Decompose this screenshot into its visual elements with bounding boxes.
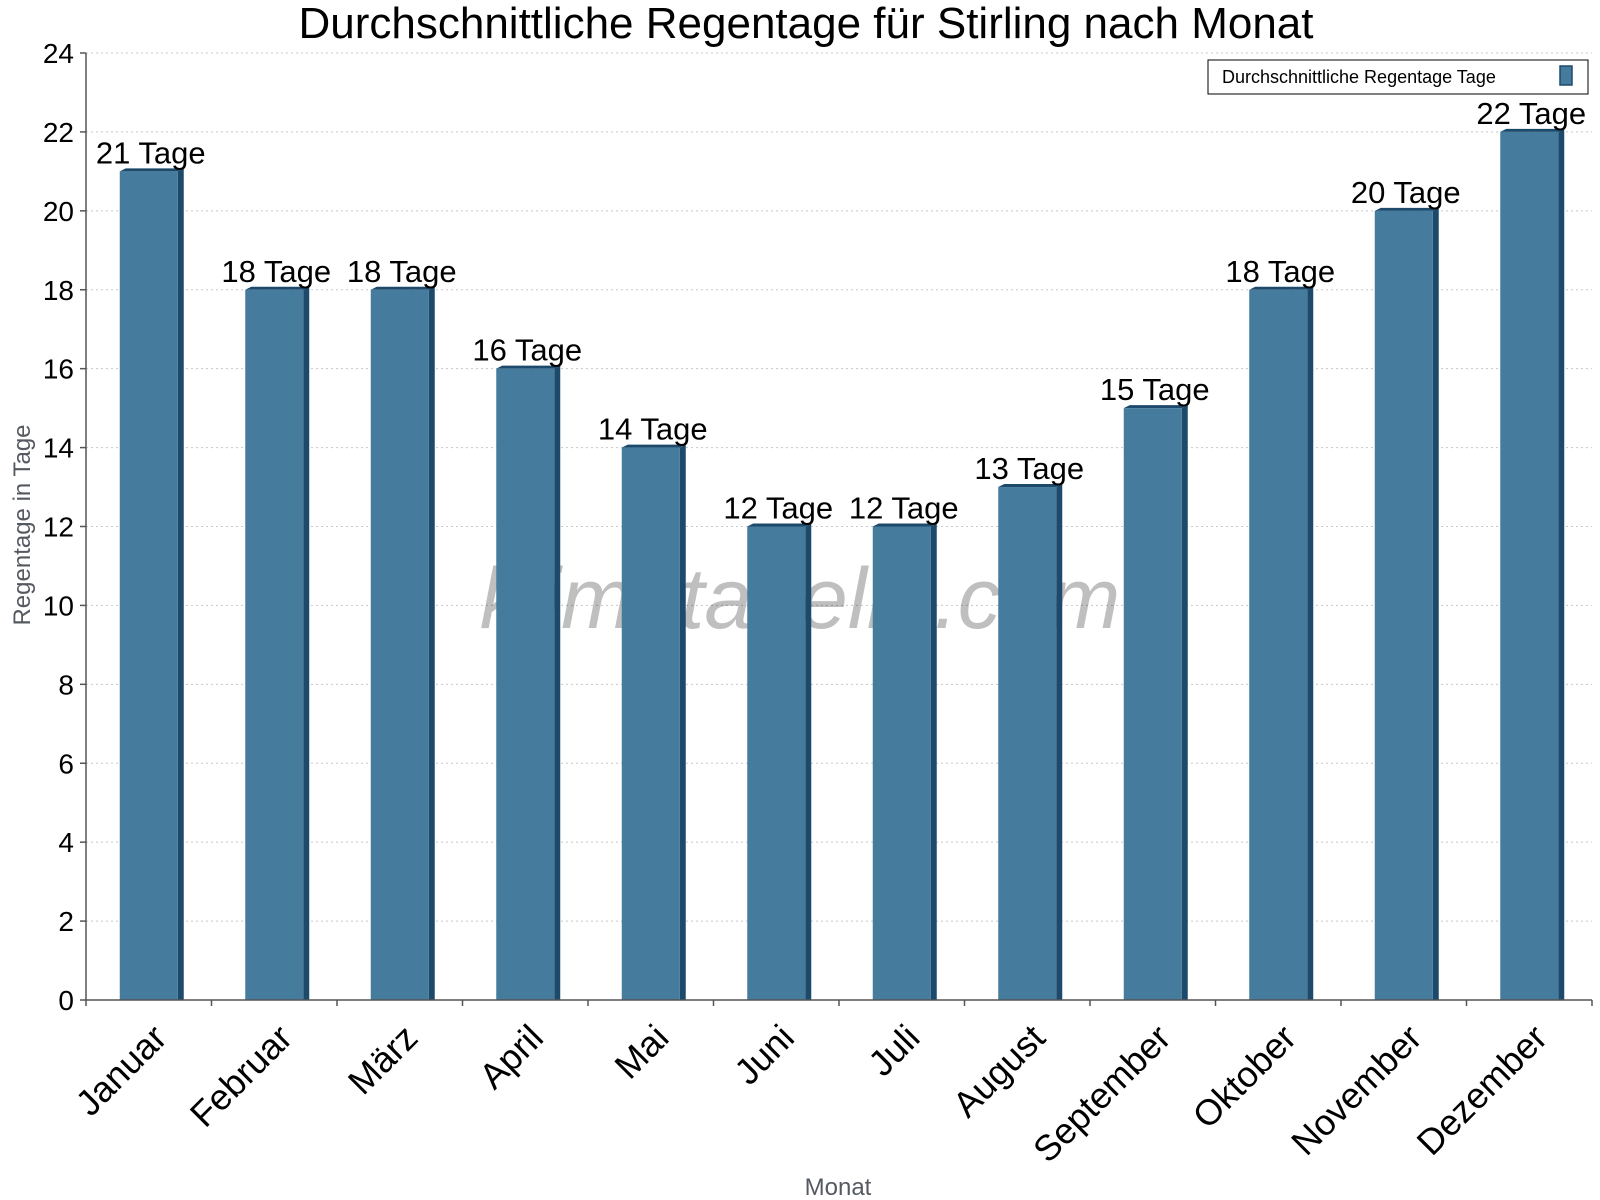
bar-top [245, 286, 310, 290]
bar-top [747, 523, 812, 527]
data-label: 21 Tage [96, 135, 206, 170]
bar-top [496, 365, 561, 369]
bar-september [1123, 405, 1188, 1000]
bar-front [998, 487, 1057, 1001]
legend: Durchschnittliche Regentage Tage [1207, 59, 1589, 95]
y-tick-label: 2 [58, 906, 74, 937]
bar-mai [621, 444, 686, 1000]
x-tick-label: August [945, 1017, 1053, 1125]
bar-front [1500, 131, 1559, 1000]
bar-side [1056, 484, 1063, 1001]
data-label: 18 Tage [1225, 254, 1335, 289]
bar-top [1123, 405, 1188, 409]
data-labels: 21 Tage 18 Tage 18 Tage 16 Tage 14 Tage 12 Ta… [96, 96, 1586, 526]
x-tick-label: Januar [68, 1017, 175, 1124]
x-tick-label: Juni [726, 1017, 802, 1093]
bar-front [245, 289, 304, 1000]
legend-swatch [1559, 65, 1573, 86]
bar-februar [245, 286, 310, 1000]
bar-front [1249, 289, 1308, 1000]
legend-label: Durchschnittliche Regentage Tage [1222, 67, 1496, 87]
y-tick-label: 18 [43, 275, 74, 306]
data-label: 13 Tage [974, 451, 1084, 486]
data-label: 15 Tage [1100, 372, 1210, 407]
bar-front [621, 447, 680, 1000]
x-tick-label: April [471, 1017, 551, 1097]
x-tick-label: Mai [606, 1017, 676, 1087]
y-tick-label: 12 [43, 512, 74, 543]
legend-box [1207, 59, 1589, 95]
bar-top [998, 484, 1063, 488]
bar-august [998, 484, 1063, 1001]
bar-front [872, 526, 931, 1000]
bar-front [496, 368, 555, 1001]
bar-side [1558, 128, 1565, 1000]
gridlines [86, 52, 1592, 922]
bar-top [621, 444, 686, 448]
bar-front [370, 289, 429, 1000]
bar-märz [370, 286, 435, 1000]
bar-juli [872, 523, 937, 1000]
data-label: 12 Tage [849, 491, 959, 526]
bar-oktober [1249, 286, 1314, 1000]
bar-top [1374, 207, 1439, 211]
bar-top [1500, 128, 1565, 132]
data-label: 14 Tage [598, 412, 708, 447]
x-axis-title: Monat [805, 1174, 872, 1200]
y-tick-label: 4 [58, 827, 74, 858]
bar-side [805, 523, 812, 1000]
y-tick-label: 6 [58, 748, 74, 779]
chart-title: Durchschnittliche Regentage für Stirling… [299, 0, 1314, 48]
bar-front [747, 526, 806, 1000]
bar-top [119, 168, 184, 172]
bar-side [554, 365, 561, 1001]
bar-juni [747, 523, 812, 1000]
x-tick-label: Oktober [1184, 1017, 1304, 1137]
bar-front [1374, 210, 1433, 1001]
bar-side [1181, 405, 1188, 1000]
x-tick-label: September [1025, 1017, 1179, 1171]
bar-side [428, 286, 435, 1000]
bar-front [1123, 408, 1182, 1000]
y-tick-label: 22 [43, 117, 74, 148]
bar-april [496, 365, 561, 1001]
y-tick-label: 0 [58, 985, 74, 1016]
x-tick-label: März [340, 1017, 426, 1103]
data-label: 18 Tage [221, 254, 331, 289]
bar-side [679, 444, 686, 1000]
data-label: 18 Tage [347, 254, 457, 289]
bar-top [1249, 286, 1314, 290]
bar-side [1307, 286, 1314, 1000]
bar-top [370, 286, 435, 290]
bar-side [177, 168, 184, 1000]
y-tick-label: 16 [43, 354, 74, 385]
y-tick-label: 14 [43, 433, 74, 464]
x-tick-label: Februar [182, 1017, 300, 1135]
x-tick-label: Dezember [1408, 1017, 1554, 1163]
data-label: 20 Tage [1351, 175, 1461, 210]
bar-dezember [1500, 128, 1565, 1000]
bar-top [872, 523, 937, 527]
bar-side [1432, 207, 1439, 1001]
bar-november [1374, 207, 1439, 1001]
y-tick-label: 8 [58, 669, 74, 700]
bar-front [119, 171, 178, 1000]
y-tick-label: 24 [43, 38, 74, 69]
bar-side [930, 523, 937, 1000]
y-tick-label: 20 [43, 196, 74, 227]
y-axis-title: Regentage in Tage [9, 424, 36, 625]
data-label: 12 Tage [723, 491, 833, 526]
bars [119, 128, 1565, 1001]
y-tick-label: 10 [43, 590, 74, 621]
bar-januar [119, 168, 184, 1000]
x-tick-label: Juli [860, 1017, 927, 1084]
data-label: 22 Tage [1476, 96, 1586, 131]
x-tick-label: November [1283, 1017, 1429, 1163]
data-label: 16 Tage [472, 333, 582, 368]
bar-side [303, 286, 310, 1000]
